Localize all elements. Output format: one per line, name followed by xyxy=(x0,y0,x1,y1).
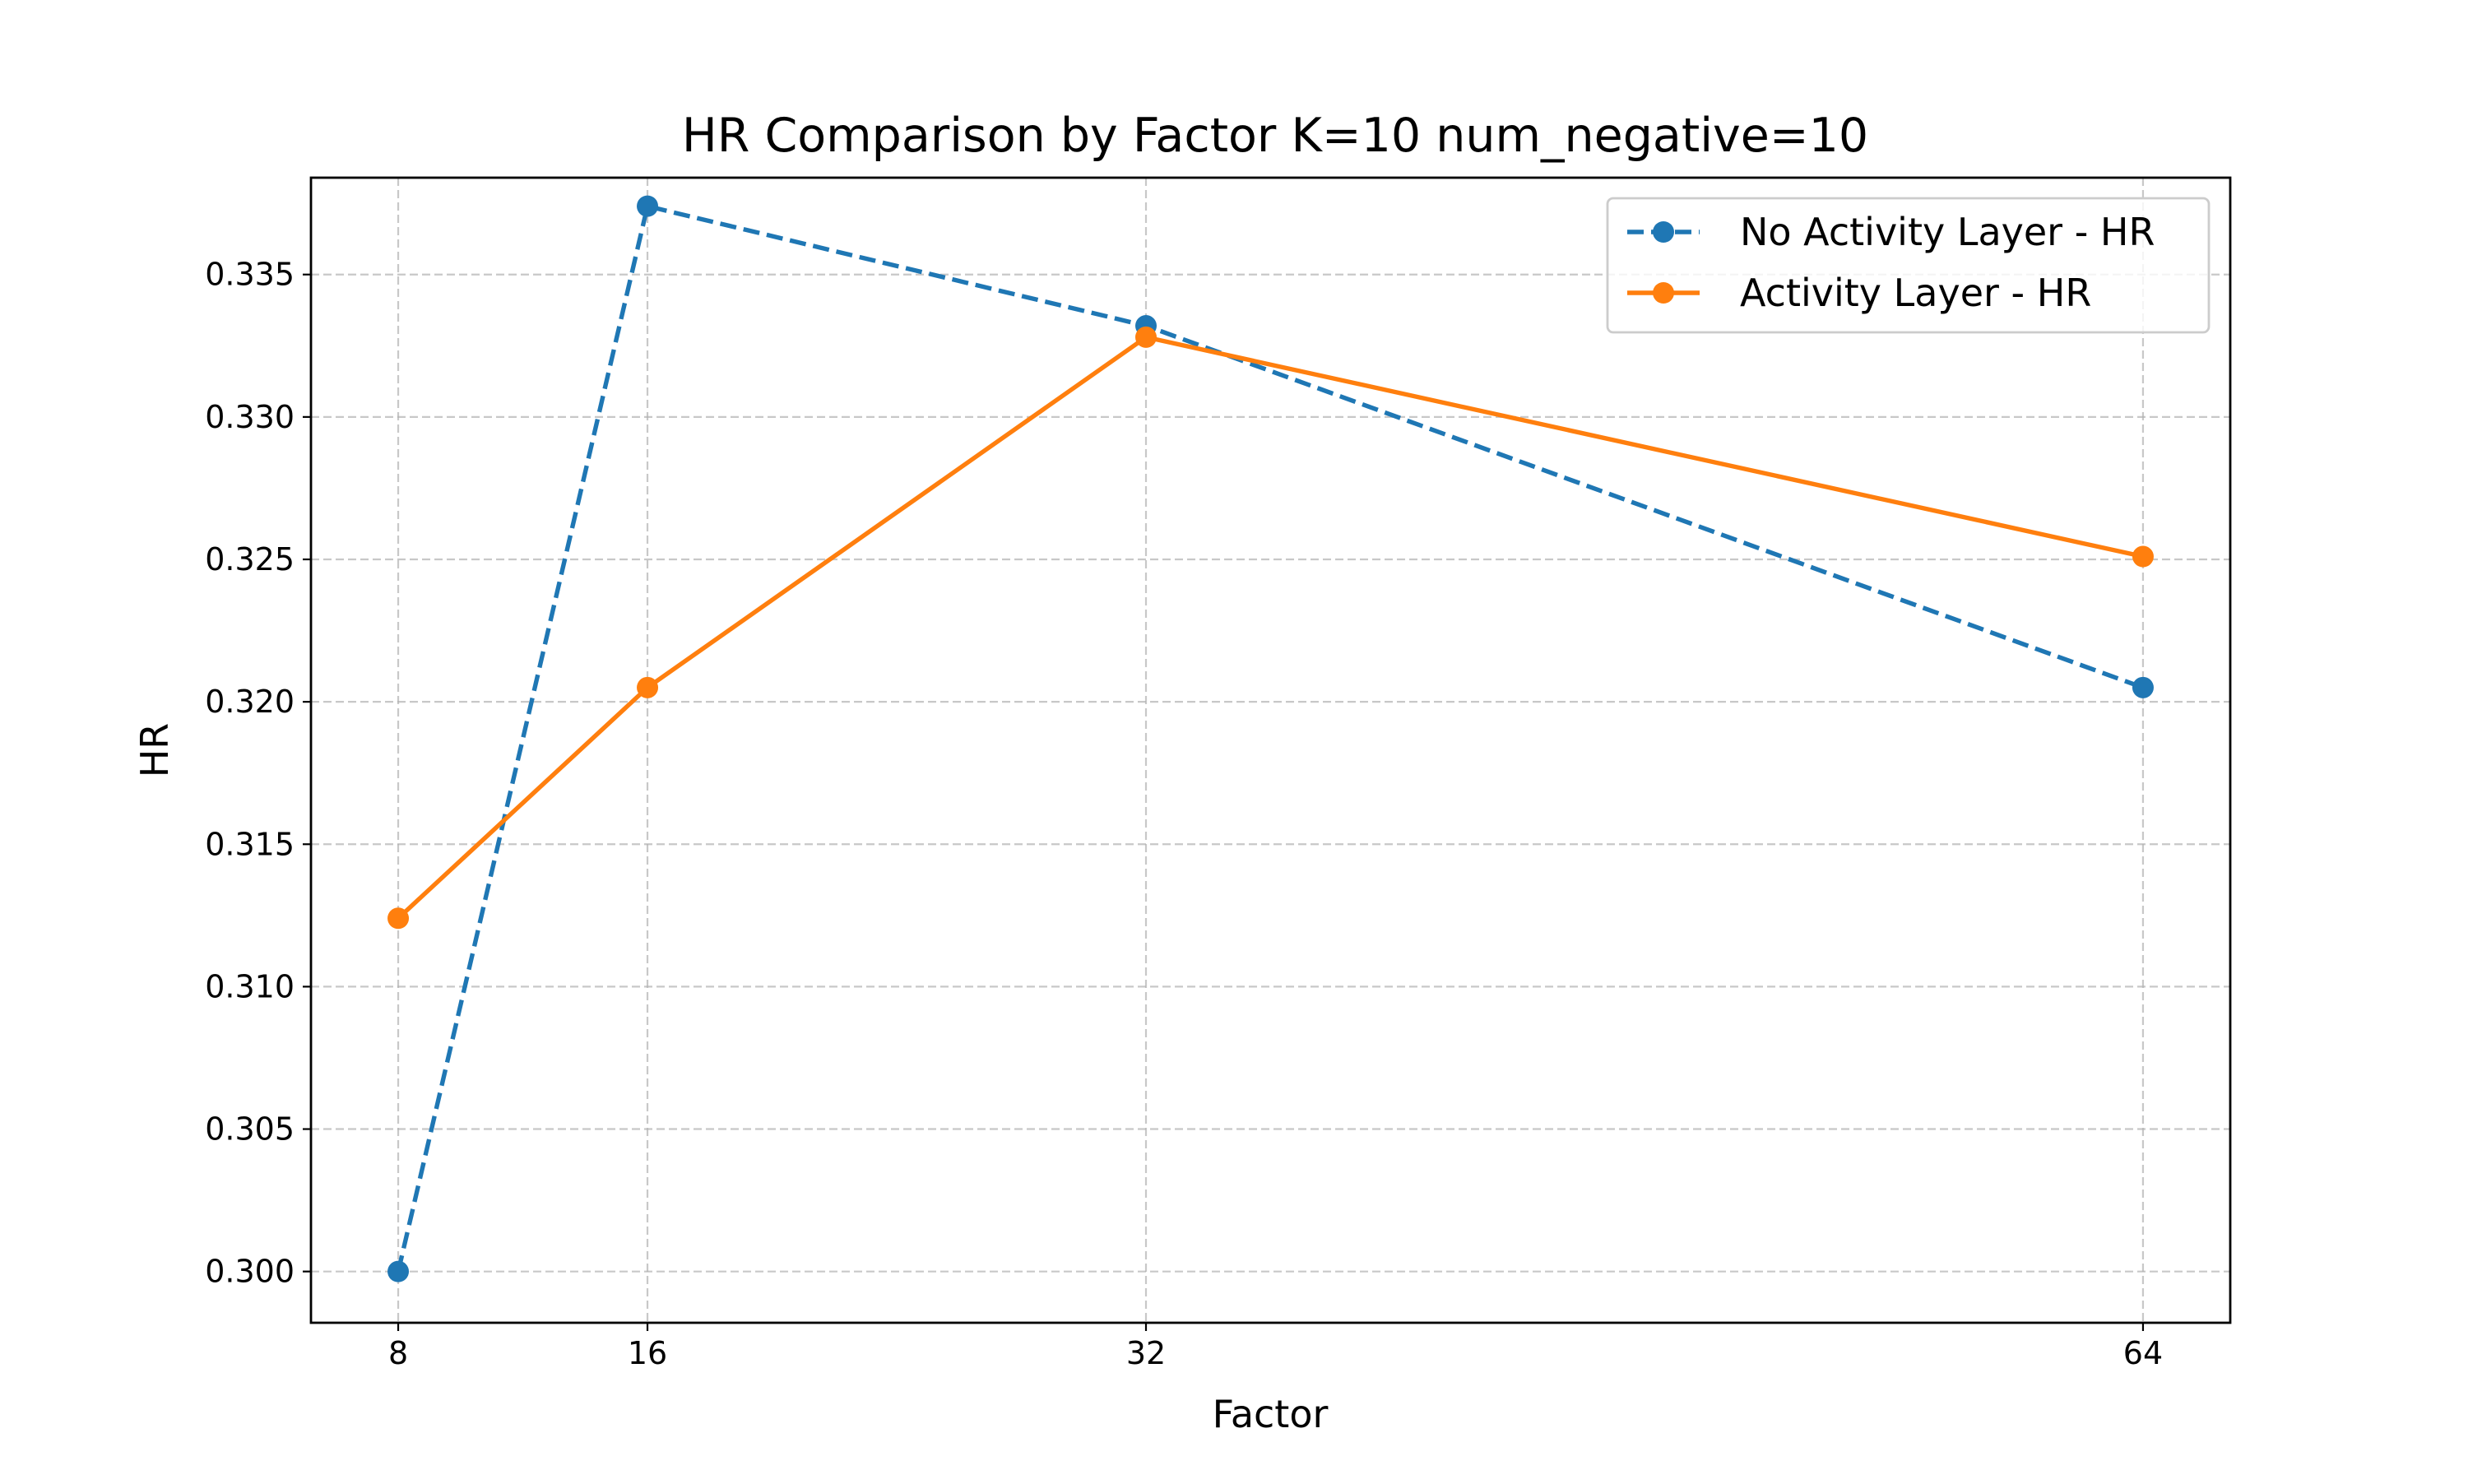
legend-label-activity: Activity Layer - HR xyxy=(1740,271,2091,315)
y-tick-label: 0.300 xyxy=(205,1254,295,1290)
axis-ticks: 8 16 32 64 0.300 0.305 0.310 0.315 0.320 0.325 0.3… xyxy=(205,257,2163,1371)
chart-title: HR Comparison by Factor K=10 num_negativ… xyxy=(682,109,1868,163)
series-line-no-activity xyxy=(396,203,2144,1273)
y-tick-label: 0.330 xyxy=(205,399,295,435)
data-point-activity xyxy=(2132,545,2154,568)
data-point-no-activity xyxy=(387,1260,410,1282)
y-tick-label: 0.325 xyxy=(205,541,295,577)
x-axis-label: Factor xyxy=(1213,1392,1329,1436)
x-tick-label: 16 xyxy=(628,1335,667,1371)
plot-series xyxy=(387,195,2154,1282)
y-tick-label: 0.310 xyxy=(205,968,295,1004)
legend-box xyxy=(1606,197,2211,334)
series-line-activity xyxy=(397,335,2144,921)
data-point-no-activity xyxy=(2132,676,2154,698)
data-point-activity xyxy=(387,907,410,930)
legend-marker-activity xyxy=(1653,282,1674,304)
x-tick-label: 64 xyxy=(2123,1335,2163,1371)
legend-marker-no-activity xyxy=(1653,221,1674,243)
y-tick-label: 0.320 xyxy=(205,684,295,720)
chart-legend: No Activity Layer - HR Activity Layer - … xyxy=(1606,197,2211,334)
y-axis-label: HR xyxy=(132,723,177,778)
y-tick-label: 0.335 xyxy=(205,257,295,293)
x-tick-label: 8 xyxy=(388,1335,408,1371)
y-tick-label: 0.315 xyxy=(205,826,295,862)
x-tick-label: 32 xyxy=(1126,1335,1166,1371)
data-point-activity xyxy=(1135,326,1157,348)
y-tick-label: 0.305 xyxy=(205,1111,295,1148)
data-point-activity xyxy=(637,676,659,698)
plot-area-frame xyxy=(309,176,2232,1324)
legend-label-no-activity: No Activity Layer - HR xyxy=(1740,210,2155,254)
data-point-no-activity xyxy=(637,195,659,217)
